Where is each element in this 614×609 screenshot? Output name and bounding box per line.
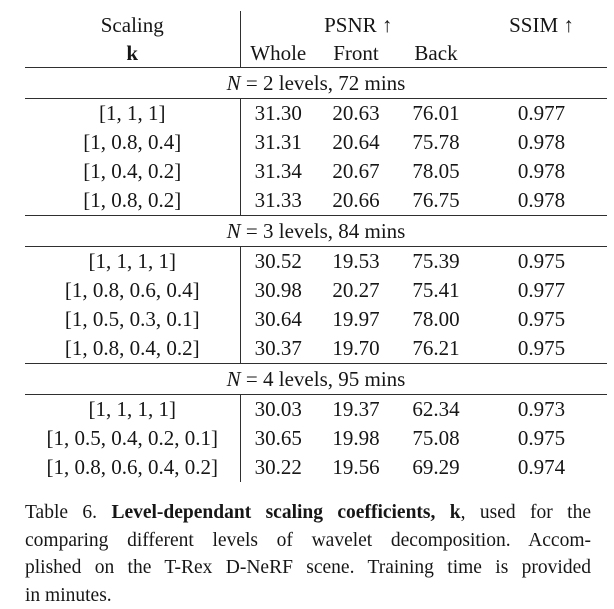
- ssim-cell: 0.973: [476, 395, 607, 425]
- results-table: Scaling PSNR ↑ SSIM ↑ k Whole Front Back…: [25, 11, 607, 482]
- k-cell: [1, 0.8, 0.4, 0.2]: [25, 334, 240, 364]
- table-row: [1, 0.5, 0.3, 0.1] 30.64 19.97 78.00 0.9…: [25, 305, 607, 334]
- table-row: [1, 0.8, 0.2] 31.33 20.66 76.75 0.978: [25, 186, 607, 216]
- psnr-back-cell: 75.08: [396, 424, 476, 453]
- ssim-cell: 0.977: [476, 276, 607, 305]
- ssim-cell: 0.978: [476, 128, 607, 157]
- ssim-cell: 0.975: [476, 305, 607, 334]
- header-row-2: k Whole Front Back: [25, 39, 607, 68]
- table-row: [1, 1, 1] 31.30 20.63 76.01 0.977: [25, 99, 607, 129]
- psnr-whole-cell: 31.33: [240, 186, 316, 216]
- k-cell: [1, 0.8, 0.6, 0.4, 0.2]: [25, 453, 240, 482]
- psnr-back-cell: 76.75: [396, 186, 476, 216]
- header-ssim-spacer: [476, 39, 607, 68]
- psnr-front-cell: 19.98: [316, 424, 396, 453]
- section-title: N = 4 levels, 95 mins: [25, 364, 607, 395]
- header-back: Back: [396, 39, 476, 68]
- table-row: [1, 0.8, 0.4, 0.2] 30.37 19.70 76.21 0.9…: [25, 334, 607, 364]
- section-rest: = 4 levels, 95 mins: [246, 367, 405, 391]
- ssim-cell: 0.975: [476, 424, 607, 453]
- k-cell: [1, 1, 1, 1]: [25, 247, 240, 277]
- psnr-back-cell: 75.39: [396, 247, 476, 277]
- section-var: N: [227, 367, 241, 391]
- k-cell: [1, 0.8, 0.2]: [25, 186, 240, 216]
- psnr-whole-cell: 30.22: [240, 453, 316, 482]
- section-title: N = 2 levels, 72 mins: [25, 68, 607, 99]
- psnr-front-cell: 20.63: [316, 99, 396, 129]
- psnr-whole-cell: 30.65: [240, 424, 316, 453]
- header-front: Front: [316, 39, 396, 68]
- ssim-cell: 0.975: [476, 334, 607, 364]
- psnr-whole-cell: 31.31: [240, 128, 316, 157]
- header-scaling: Scaling: [25, 11, 240, 39]
- table-row: [1, 0.8, 0.6, 0.4] 30.98 20.27 75.41 0.9…: [25, 276, 607, 305]
- psnr-front-cell: 20.66: [316, 186, 396, 216]
- table-row: [1, 0.4, 0.2] 31.34 20.67 78.05 0.978: [25, 157, 607, 186]
- section-var: N: [227, 219, 241, 243]
- ssim-cell: 0.978: [476, 186, 607, 216]
- table-row: [1, 0.8, 0.6, 0.4, 0.2] 30.22 19.56 69.2…: [25, 453, 607, 482]
- caption-bold-title: Level-dependant scaling coefficients, k: [111, 502, 460, 523]
- caption-label: Table 6.: [25, 502, 97, 523]
- section-header-n2: N = 2 levels, 72 mins: [25, 68, 607, 99]
- psnr-back-cell: 76.21: [396, 334, 476, 364]
- table-caption: Table 6. Level-dependant scaling coeffic…: [25, 499, 591, 609]
- psnr-whole-cell: 30.52: [240, 247, 316, 277]
- psnr-back-cell: 76.01: [396, 99, 476, 129]
- caption-line-4: in minutes.: [25, 582, 591, 609]
- header-psnr: PSNR ↑: [240, 11, 476, 39]
- k-cell: [1, 0.8, 0.6, 0.4]: [25, 276, 240, 305]
- psnr-front-cell: 20.64: [316, 128, 396, 157]
- ssim-cell: 0.978: [476, 157, 607, 186]
- psnr-whole-cell: 30.37: [240, 334, 316, 364]
- table-row: [1, 1, 1, 1] 30.03 19.37 62.34 0.973: [25, 395, 607, 425]
- caption-line-3: plished on the T-Rex D-NeRF scene. Train…: [25, 554, 591, 582]
- table-row: [1, 1, 1, 1] 30.52 19.53 75.39 0.975: [25, 247, 607, 277]
- table-row: [1, 0.8, 0.4] 31.31 20.64 75.78 0.978: [25, 128, 607, 157]
- caption-line-2: comparing different levels of wavelet de…: [25, 527, 591, 555]
- psnr-whole-cell: 31.34: [240, 157, 316, 186]
- header-whole: Whole: [240, 39, 316, 68]
- psnr-front-cell: 20.27: [316, 276, 396, 305]
- psnr-back-cell: 78.00: [396, 305, 476, 334]
- psnr-front-cell: 20.67: [316, 157, 396, 186]
- section-header-n4: N = 4 levels, 95 mins: [25, 364, 607, 395]
- k-cell: [1, 0.5, 0.3, 0.1]: [25, 305, 240, 334]
- psnr-front-cell: 19.97: [316, 305, 396, 334]
- psnr-front-cell: 19.37: [316, 395, 396, 425]
- section-rest: = 2 levels, 72 mins: [246, 71, 405, 95]
- table-row: [1, 0.5, 0.4, 0.2, 0.1] 30.65 19.98 75.0…: [25, 424, 607, 453]
- psnr-back-cell: 75.41: [396, 276, 476, 305]
- psnr-whole-cell: 31.30: [240, 99, 316, 129]
- ssim-cell: 0.974: [476, 453, 607, 482]
- psnr-back-cell: 78.05: [396, 157, 476, 186]
- ssim-cell: 0.977: [476, 99, 607, 129]
- k-cell: [1, 0.8, 0.4]: [25, 128, 240, 157]
- section-var: N: [227, 71, 241, 95]
- psnr-whole-cell: 30.64: [240, 305, 316, 334]
- header-row-1: Scaling PSNR ↑ SSIM ↑: [25, 11, 607, 39]
- psnr-front-cell: 19.53: [316, 247, 396, 277]
- caption-line-1: Table 6. Level-dependant scaling coeffic…: [25, 499, 591, 527]
- psnr-back-cell: 69.29: [396, 453, 476, 482]
- header-ssim: SSIM ↑: [476, 11, 607, 39]
- psnr-front-cell: 19.70: [316, 334, 396, 364]
- psnr-whole-cell: 30.98: [240, 276, 316, 305]
- psnr-back-cell: 75.78: [396, 128, 476, 157]
- k-cell: [1, 0.5, 0.4, 0.2, 0.1]: [25, 424, 240, 453]
- section-header-n3: N = 3 levels, 84 mins: [25, 216, 607, 247]
- k-cell: [1, 0.4, 0.2]: [25, 157, 240, 186]
- section-title: N = 3 levels, 84 mins: [25, 216, 607, 247]
- k-cell: [1, 1, 1]: [25, 99, 240, 129]
- section-rest: = 3 levels, 84 mins: [246, 219, 405, 243]
- caption-line-1-rest: , used for the: [461, 502, 591, 523]
- ssim-cell: 0.975: [476, 247, 607, 277]
- psnr-front-cell: 19.56: [316, 453, 396, 482]
- psnr-whole-cell: 30.03: [240, 395, 316, 425]
- psnr-back-cell: 62.34: [396, 395, 476, 425]
- k-cell: [1, 1, 1, 1]: [25, 395, 240, 425]
- header-k: k: [25, 39, 240, 68]
